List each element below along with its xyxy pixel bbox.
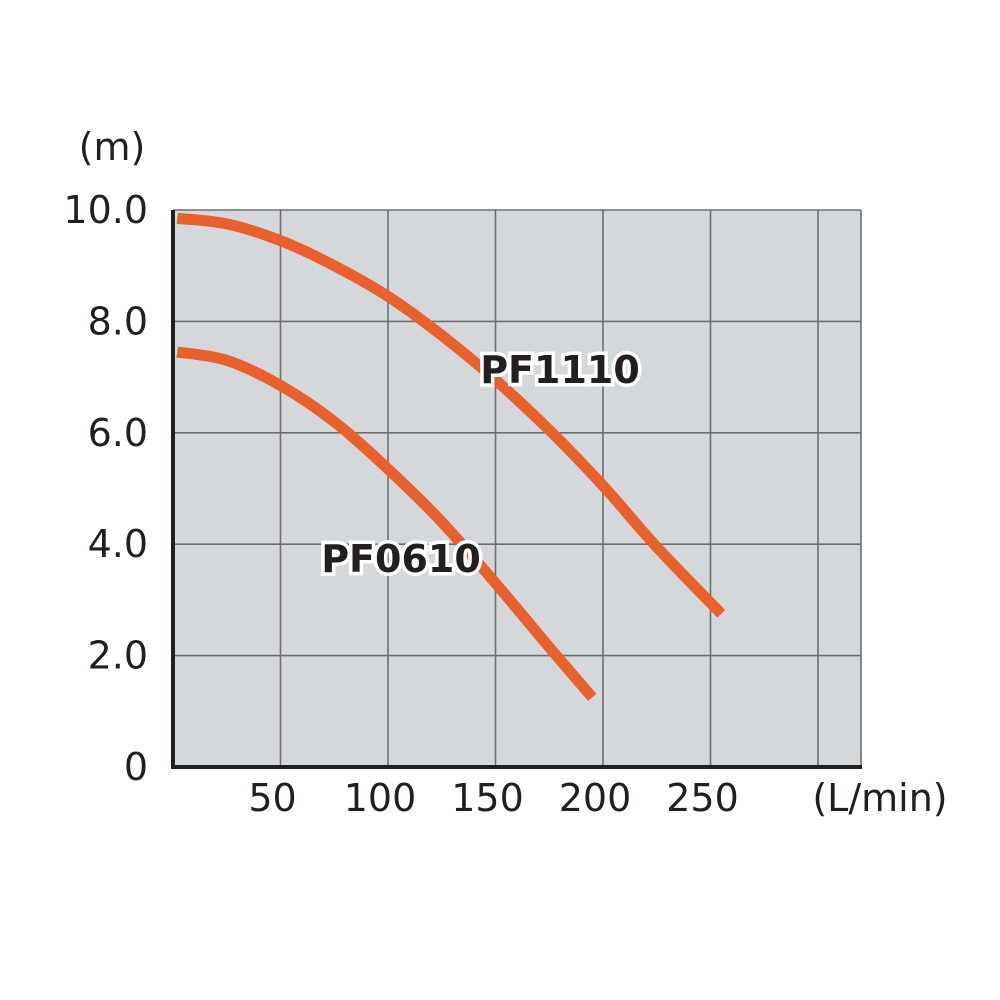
y-tick-label-4-0: 4.0 — [88, 522, 148, 566]
y-tick-label-2-0: 2.0 — [88, 634, 148, 678]
plot-background — [173, 210, 861, 767]
y-axis-unit: (m) — [79, 125, 146, 169]
x-tick-label-200: 200 — [559, 776, 632, 820]
y-tick-label-8-0: 8.0 — [88, 299, 148, 343]
axes — [171, 210, 862, 769]
series-curves — [176, 212, 726, 701]
series-label-pf0610: PF0610 — [321, 537, 481, 581]
x-tick-label-150: 150 — [451, 776, 524, 820]
x-tick-label-250: 250 — [666, 776, 739, 820]
series-curve-pf1110 — [176, 212, 726, 618]
y-tick-label-6-0: 6.0 — [88, 411, 148, 455]
y-tick-label-0: 0 — [124, 745, 148, 789]
x-tick-label-50: 50 — [248, 776, 296, 820]
grid-lines — [173, 209, 862, 767]
y-tick-label-10-0: 10.0 — [63, 188, 148, 232]
series-label-pf1110: PF1110 — [480, 348, 640, 392]
tick-labels: 0 2.0 4.0 6.0 8.0 10.0 50 100 150 200 250 — [63, 188, 738, 820]
x-axis-unit: (L/min) — [812, 776, 947, 820]
x-tick-label-100: 100 — [344, 776, 417, 820]
series-curve-pf0610 — [176, 346, 597, 701]
